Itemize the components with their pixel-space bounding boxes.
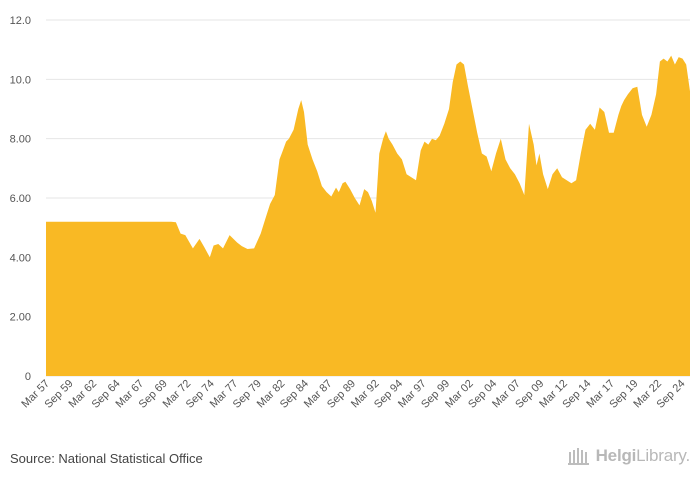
brand-text: HelgiLibrary.	[595, 446, 691, 465]
y-tick-label: 10.0	[10, 74, 31, 86]
y-tick-label: 12.0	[10, 15, 31, 27]
y-tick-label: 0	[25, 371, 31, 383]
y-tick-label: 6.00	[10, 193, 31, 205]
area-series	[46, 55, 690, 376]
library-icon	[567, 448, 589, 465]
y-tick-label: 4.00	[10, 252, 31, 264]
source-note: Source: National Statistical Office	[10, 451, 203, 466]
y-tick-label: 2.00	[10, 312, 31, 324]
area-fill	[46, 55, 690, 376]
helgilibrary-logo[interactable]: HelgiLibrary.	[567, 446, 691, 466]
y-tick-label: 8.00	[10, 134, 31, 146]
